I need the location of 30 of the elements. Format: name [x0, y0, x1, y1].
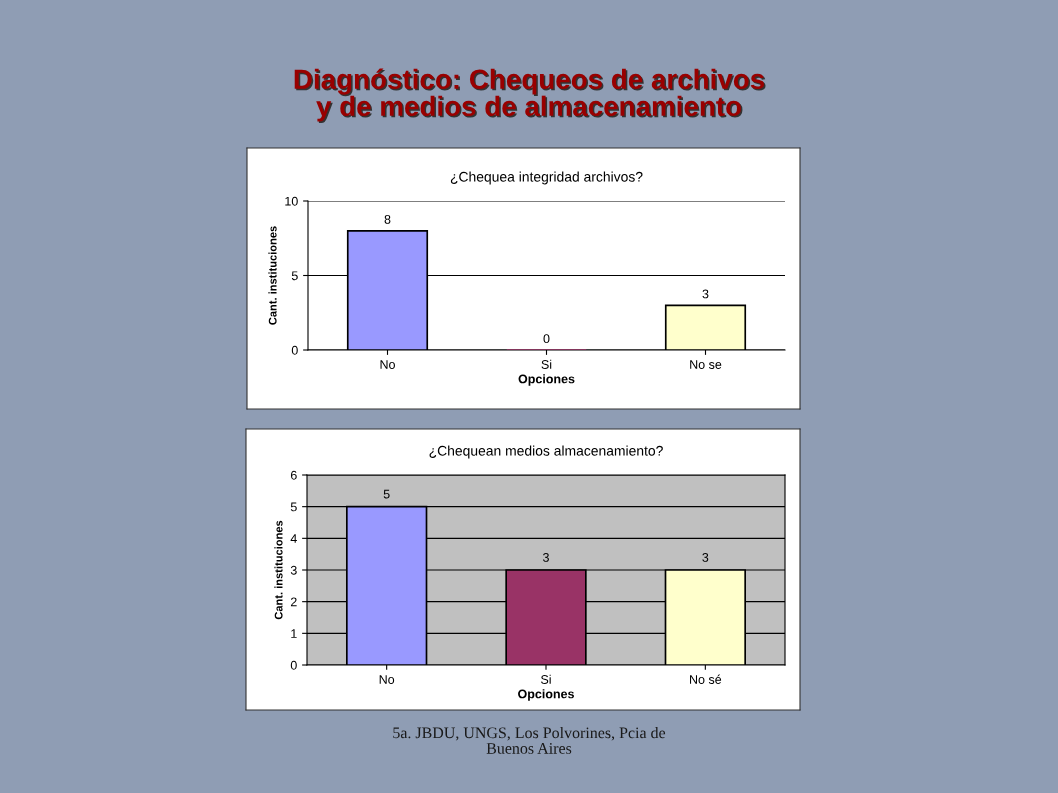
y-tick-label: 0 — [290, 660, 297, 670]
chart-title: ¿Chequean medios almacenamiento? — [429, 445, 663, 459]
y-tick-label: 5 — [290, 502, 297, 512]
x-tick-label: Si — [541, 674, 551, 684]
x-tick-label: Si — [541, 359, 552, 369]
data-label: 3 — [543, 552, 549, 562]
x-tick-label: No sé — [690, 674, 722, 684]
text: 5a. JBDU, UNGS, Los Polvorines, Pcia de Buenos Aires — [393, 726, 666, 754]
x-axis-title: Opciones — [518, 374, 575, 386]
data-label: 5 — [383, 489, 390, 499]
x-axis-title: Opciones — [518, 689, 574, 701]
data-label: 3 — [702, 289, 709, 299]
y-tick-label: 2 — [290, 597, 297, 607]
x-tick-label: No — [380, 360, 395, 369]
x-tick-label: No se — [690, 360, 722, 369]
y-tick-label: 4 — [290, 534, 297, 543]
y-tick-label: 6 — [290, 470, 297, 480]
y-tick-label: 3 — [290, 565, 297, 575]
data-label: 3 — [702, 552, 709, 562]
y-tick-label: 10 — [285, 196, 298, 206]
y-tick-label: 1 — [291, 629, 297, 638]
data-label: 0 — [543, 334, 550, 344]
y-tick-label: 5 — [291, 271, 298, 281]
x-tick-label: No — [379, 675, 395, 684]
text: Diagnóstico: Chequeos de archivos y de medios de almacenamiento — [294, 68, 765, 122]
y-axis-title: Cant. instituciones — [268, 226, 277, 325]
y-tick-label: 0 — [291, 345, 298, 355]
chart-title: ¿Chequea integridad archivos? — [450, 171, 643, 185]
data-label: 8 — [384, 215, 391, 224]
y-axis-title: Cant. instituciones — [274, 520, 283, 620]
